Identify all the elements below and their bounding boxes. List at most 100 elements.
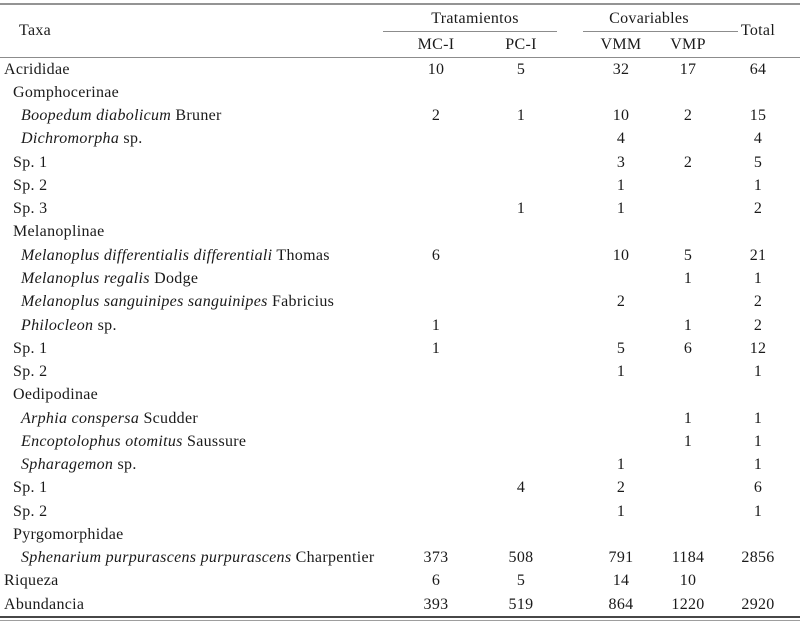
taxon-name-regular: Melanoplinae [13, 223, 105, 241]
table-row: Sp. 2 1 1 [0, 174, 800, 197]
table-row: Riqueza 6 5 14 10 [0, 570, 800, 593]
cell-vmm: 1 [616, 176, 626, 194]
cell-total: 64 [749, 60, 767, 78]
taxon-name: Melanoplinae [0, 223, 390, 241]
taxon-name-regular: sp. [93, 316, 117, 334]
cell-total: 1 [753, 363, 763, 381]
taxon-name-regular: Pyrgomorphidae [13, 525, 124, 543]
table-row: Sp. 1 4 2 6 [0, 477, 800, 500]
table-row: Sphenarium purpurascens purpurascens Cha… [0, 547, 800, 570]
table-row: Arphia conspersa Scudder 1 1 [0, 407, 800, 430]
taxon-name: Oedipodinae [0, 386, 390, 404]
table-row: Spharagemon sp. 1 1 [0, 454, 800, 477]
taxon-name-regular: Charpentier [291, 549, 375, 567]
cell-total: 6 [753, 479, 763, 497]
cell-vmm: 2 [616, 293, 626, 311]
cell-total: 12 [749, 339, 767, 357]
cell-total: 1 [753, 409, 763, 427]
taxon-name-regular: Acrididae [4, 60, 70, 78]
cell-vmm: 5 [616, 339, 626, 357]
table-row: Pyrgomorphidae [0, 523, 800, 546]
cell-vmm: 791 [608, 549, 634, 567]
taxon-name-italic: Encoptolophus otomitus [21, 432, 183, 450]
taxon-name: Sp. 2 [0, 503, 390, 521]
table-row: Abundancia 393 519 864 1220 2920 [0, 593, 800, 616]
cell-vmp: 5 [683, 246, 693, 264]
taxon-name-italic: Sphenarium purpurascens purpurascens [21, 549, 292, 567]
cell-pc-i: 519 [508, 595, 534, 613]
cell-total: 2920 [741, 595, 775, 613]
cell-vmm: 864 [608, 595, 634, 613]
taxon-name: Sphenarium purpurascens purpurascens Cha… [0, 549, 390, 567]
taxon-name: Sp. 1 [0, 340, 390, 358]
cell-total: 2 [753, 293, 763, 311]
taxon-name: Arphia conspersa Scudder [0, 410, 390, 428]
taxon-name: Encoptolophus otomitus Saussure [0, 433, 390, 451]
taxon-name-regular: sp. [119, 130, 143, 148]
taxon-name-regular: Sp. 1 [13, 339, 48, 357]
cell-vmp: 1184 [671, 549, 705, 567]
cell-mc-i: 1 [431, 316, 441, 334]
cell-vmm: 1 [616, 200, 626, 218]
table-row: Acrididae 10 5 32 17 64 [0, 58, 800, 81]
taxon-name-italic: Philocleon [21, 316, 94, 334]
group-header-tratamientos-label: Tratamientos [431, 9, 519, 27]
table-row: Melanoplus sanguinipes sanguinipes Fabri… [0, 291, 800, 314]
cell-total: 1 [753, 456, 763, 474]
covariables-underline [583, 30, 738, 32]
table-top-rule [0, 3, 800, 5]
taxon-name: Sp. 2 [0, 177, 390, 195]
table-row: Melanoplus differentialis differentiali … [0, 244, 800, 267]
taxon-name-regular: Sp. 3 [13, 200, 48, 218]
cell-vmp: 2 [683, 107, 693, 125]
taxon-name: Melanoplus sanguinipes sanguinipes Fabri… [0, 293, 390, 311]
column-header-vmm: VMM [600, 35, 642, 53]
table-row: Dichromorpha sp. 4 4 [0, 128, 800, 151]
taxon-name-regular: Sp. 1 [13, 479, 48, 497]
taxon-name-regular: sp. [113, 456, 137, 474]
cell-total: 1 [753, 432, 763, 450]
taxon-name: Sp. 1 [0, 479, 390, 497]
taxon-name: Abundancia [0, 596, 390, 614]
table-bottom-rule-dark [0, 616, 800, 618]
table-row: Sp. 2 1 1 [0, 500, 800, 523]
cell-total: 1 [753, 270, 763, 288]
cell-total: 21 [749, 246, 767, 264]
cell-vmp: 6 [683, 339, 693, 357]
cell-mc-i: 2 [431, 107, 441, 125]
cell-pc-i: 4 [516, 479, 526, 497]
taxon-name-italic: Melanoplus regalis [21, 270, 150, 288]
taxon-name: Spharagemon sp. [0, 456, 390, 474]
table-row: Encoptolophus otomitus Saussure 1 1 [0, 430, 800, 453]
cell-mc-i: 393 [423, 595, 449, 613]
taxon-name-italic: Spharagemon [21, 456, 114, 474]
taxon-name: Boopedum diabolicum Bruner [0, 107, 390, 125]
table-row: Oedipodinae [0, 384, 800, 407]
taxon-name: Philocleon sp. [0, 317, 390, 335]
table-row: Melanoplinae [0, 221, 800, 244]
cell-vmm: 1 [616, 456, 626, 474]
taxon-name-regular: Sp. 1 [13, 153, 48, 171]
taxon-name: Pyrgomorphidae [0, 526, 390, 544]
cell-total: 15 [749, 107, 767, 125]
taxon-name: Dichromorpha sp. [0, 130, 390, 148]
column-header-vmp: VMP [670, 35, 706, 53]
taxon-name: Gomphocerinae [0, 84, 390, 102]
table-row: Sp. 1 3 2 5 [0, 151, 800, 174]
cell-vmp: 1 [683, 270, 693, 288]
taxon-name-italic: Melanoplus sanguinipes sanguinipes [21, 293, 268, 311]
taxon-name-italic: Boopedum diabolicum [21, 107, 172, 125]
table-body: Acrididae 10 5 32 17 64 Gomphocerinae Bo… [0, 58, 800, 616]
cell-vmp: 1220 [671, 595, 705, 613]
taxon-name: Sp. 3 [0, 200, 390, 218]
cell-vmm: 14 [612, 572, 630, 590]
cell-mc-i: 10 [427, 60, 445, 78]
taxon-name-regular: Sp. 2 [13, 363, 48, 381]
column-header-pc-i: PC-I [505, 35, 537, 53]
cell-mc-i: 6 [431, 572, 441, 590]
cell-vmp: 1 [683, 316, 693, 334]
cell-pc-i: 5 [516, 60, 526, 78]
taxon-name: Sp. 2 [0, 363, 390, 381]
cell-pc-i: 1 [516, 107, 526, 125]
